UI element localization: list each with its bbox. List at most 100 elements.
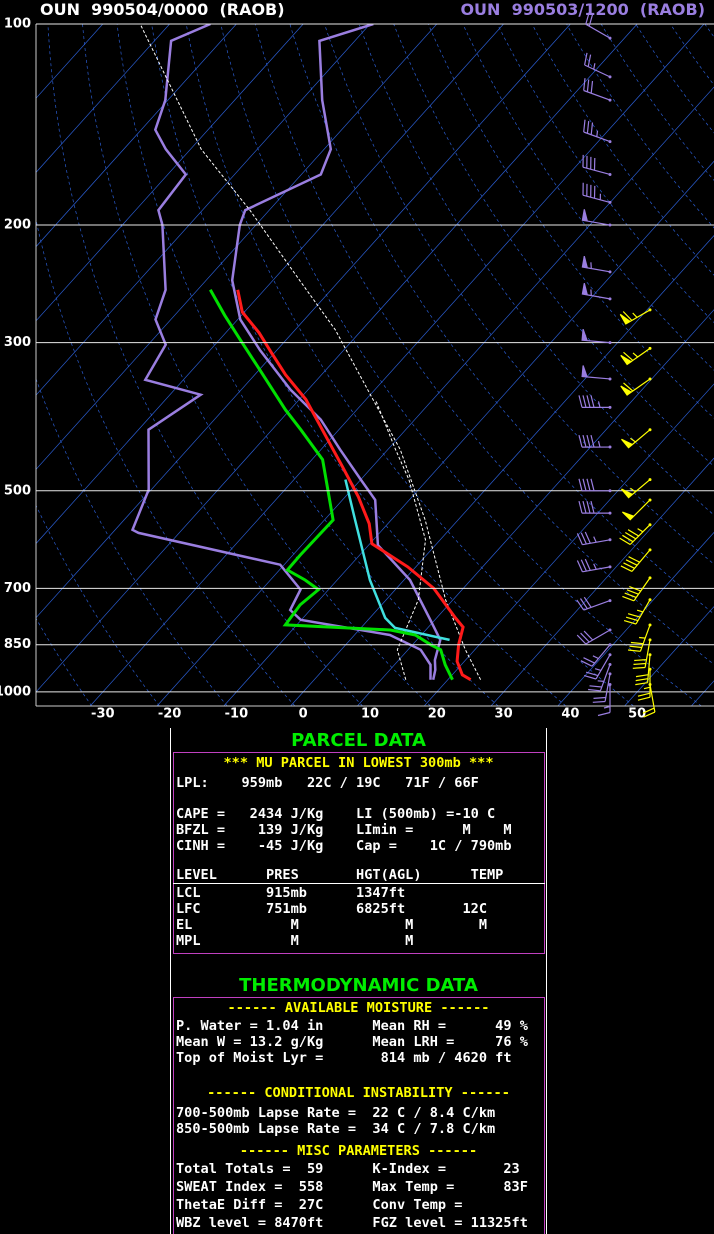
panel-border: [546, 728, 547, 1234]
x-tick-label: 0: [299, 707, 308, 722]
wind-barb-dot: [608, 223, 612, 227]
wind-barb: [632, 639, 651, 669]
dry-adiabat: [47, 24, 363, 706]
isotherm: [156, 86, 714, 706]
wind-barb: [637, 669, 651, 701]
wind-barb: [597, 684, 611, 717]
isotherm: [357, 309, 714, 706]
wind-barb-dot: [648, 576, 652, 580]
y-tick-label: 850: [4, 637, 31, 652]
wind-barb-dot: [648, 653, 652, 657]
wind-barb-dot: [608, 538, 612, 542]
isotherm: [36, 24, 237, 248]
wind-barb: [620, 549, 651, 572]
wind-barb-dot: [608, 341, 612, 345]
wind-barb-dot: [648, 548, 652, 552]
wind-barb-dot: [608, 36, 612, 40]
header-right: OUN 990503/1200 (RAOB): [460, 0, 705, 19]
dry-adiabat: [704, 24, 714, 38]
profile-line: [130, 24, 432, 680]
wind-barb: [581, 255, 611, 273]
dry-adiabat: [427, 24, 714, 419]
profile-line: [230, 24, 442, 680]
profile-line: [374, 399, 427, 680]
wind-barb: [585, 12, 611, 39]
dry-adiabat: [116, 24, 499, 706]
y-tick-label: 100: [4, 17, 31, 32]
dry-adiabat: [600, 24, 714, 181]
wind-barb: [576, 596, 611, 611]
isotherm: [557, 531, 714, 706]
wind-barb-dot: [648, 598, 652, 602]
wind-barb: [620, 347, 651, 366]
plot-area: [36, 24, 714, 706]
wind-barb: [578, 478, 611, 492]
wind-barb: [592, 673, 611, 703]
x-tick-label: -20: [158, 707, 182, 722]
dry-adiabat: [289, 24, 714, 615]
wind-barb-dot: [608, 489, 612, 493]
dry-adiabat: [36, 218, 296, 706]
header-left: OUN 990504/0000 (RAOB): [40, 0, 285, 19]
wind-barb-dot: [608, 653, 612, 657]
parcel-line: CAPE = 2434 J/Kg LI (500mb) =-10 C: [176, 806, 496, 822]
wind-barb: [621, 479, 651, 499]
wind-barb-dot: [608, 172, 612, 176]
wind-barb-dot: [648, 428, 652, 432]
wind-barb: [583, 654, 611, 680]
wind-barb: [583, 119, 611, 143]
wind-barb: [584, 52, 611, 78]
dry-adiabat: [670, 24, 714, 86]
parcel-line: LFC 751mb 6825ft 12C: [176, 901, 487, 917]
profile-line: [208, 289, 454, 681]
y-tick-label: 700: [4, 581, 31, 596]
wind-barb: [588, 664, 611, 692]
wind-barb: [580, 644, 611, 667]
wind-barb-dot: [608, 643, 612, 647]
wind-barb-dot: [608, 672, 612, 676]
thermo-line: Mean W = 13.2 g/Kg Mean LRH = 76 %: [176, 1034, 528, 1050]
isotherm: [490, 457, 714, 706]
thermo-title: THERMODYNAMIC DATA: [239, 975, 478, 996]
panel-border: [170, 728, 171, 1234]
isotherm: [223, 160, 714, 706]
dry-adiabat: [393, 24, 714, 467]
wind-barb: [581, 209, 611, 226]
wind-barb-dot: [648, 498, 652, 502]
isotherm: [36, 24, 504, 545]
thermo-line: P. Water = 1.04 in Mean RH = 49 %: [176, 1018, 528, 1034]
parcel-line: BFZL = 139 J/Kg LImin = M M: [176, 822, 512, 838]
isotherm: [36, 24, 104, 99]
isotherm: [624, 606, 714, 706]
thermo-line: WBZ level = 8470ft FGZ level = 11325ft: [176, 1215, 528, 1231]
y-tick-label: 300: [4, 335, 31, 350]
wind-barb-dot: [608, 511, 612, 515]
wind-barb-dot: [648, 623, 652, 627]
wind-barb-dot: [608, 565, 612, 569]
section-heading: ------ MISC PARAMETERS ------: [239, 1143, 478, 1159]
wind-barb-dot: [648, 638, 652, 642]
wind-barb-dot: [608, 662, 612, 666]
isotherm: [691, 680, 714, 706]
wind-barb: [635, 654, 651, 686]
wind-barb: [622, 577, 651, 602]
y-tick-label: 200: [4, 218, 31, 233]
wind-barb: [619, 524, 651, 546]
wind-barb-dot: [648, 478, 652, 482]
x-tick-label: 50: [628, 707, 646, 722]
wind-barb-dot: [608, 599, 612, 603]
wind-barb-dot: [608, 628, 612, 632]
x-tick-label: 20: [428, 707, 446, 722]
dry-adiabat: [82, 24, 431, 706]
x-tick-label: -30: [91, 707, 115, 722]
wind-barb-dot: [608, 98, 612, 102]
thermo-line: 850-500mb Lapse Rate = 34 C / 7.8 C/km: [176, 1121, 496, 1137]
isotherm: [36, 24, 37, 25]
wind-barb: [583, 78, 611, 101]
wind-barb: [576, 629, 611, 645]
thermo-box: [173, 997, 545, 1234]
thermo-line: SWEAT Index = 558 Max Temp = 83F: [176, 1179, 528, 1195]
wind-barb-dot: [608, 200, 612, 204]
wind-barb-dot: [608, 297, 612, 301]
